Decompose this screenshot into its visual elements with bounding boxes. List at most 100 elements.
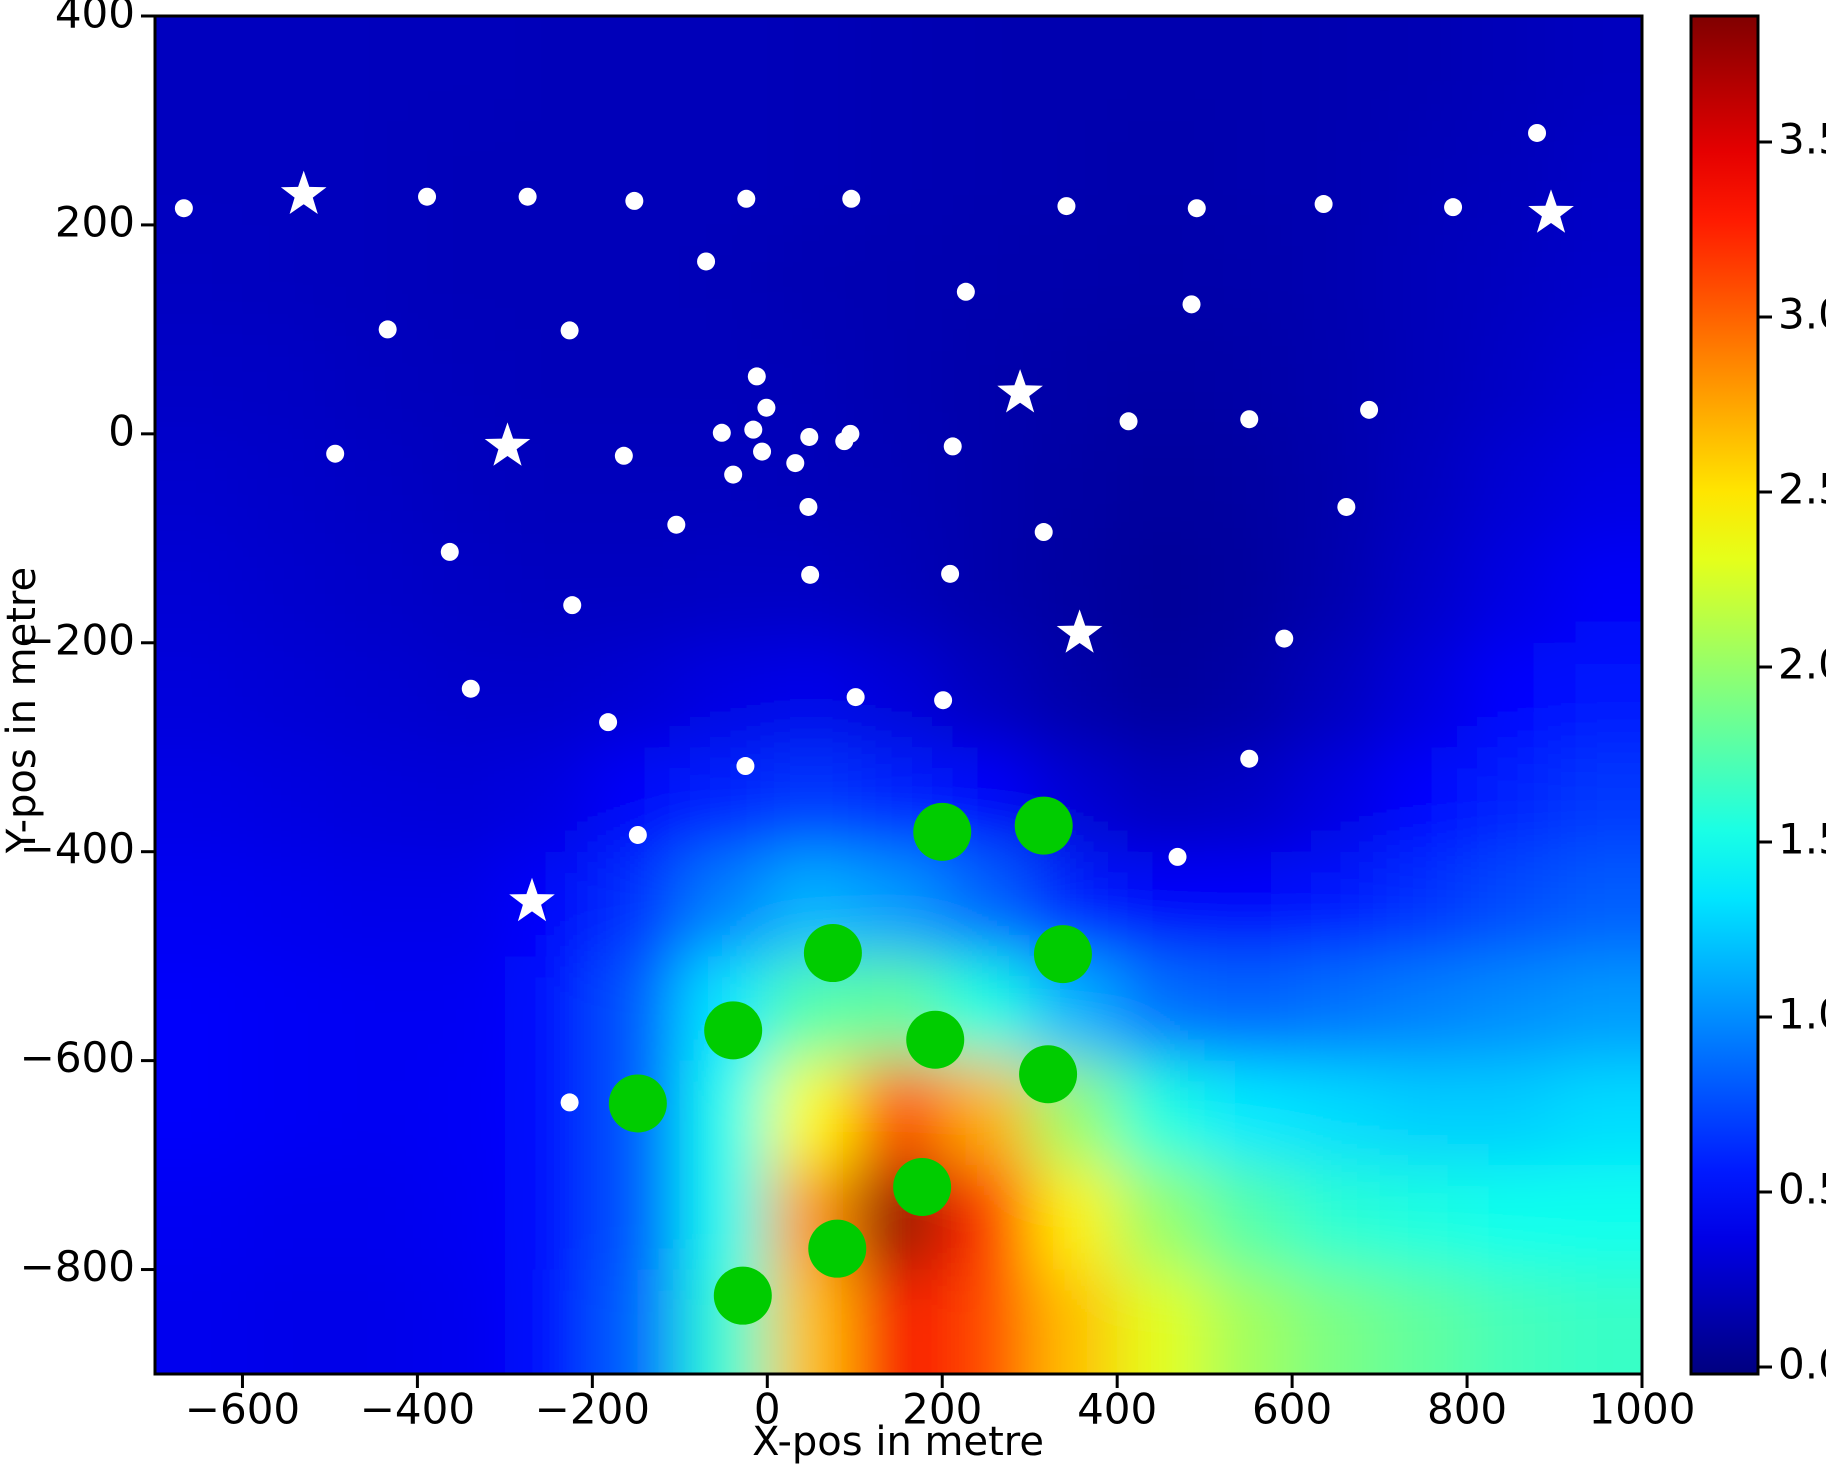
x-tick-label: 800 (1427, 1385, 1507, 1434)
circle-marker (757, 398, 776, 417)
heatmap-cell (854, 538, 944, 644)
heatmap-cell (329, 120, 419, 226)
x-tick-label: 400 (1077, 1385, 1157, 1434)
circle-marker (326, 444, 345, 463)
heatmap-cell (1117, 747, 1206, 853)
colorbar-tick-label: 3.5 (1778, 115, 1826, 164)
circle-marker (1240, 749, 1259, 768)
y-tick-label: 400 (55, 0, 135, 38)
heatmap-cell (242, 120, 331, 226)
heatmap-cell (242, 329, 331, 435)
heatmap-cell (1029, 329, 1119, 435)
heatmap-cell (329, 224, 419, 331)
heatmap-cell (1117, 433, 1206, 540)
y-tick-label: 200 (55, 197, 135, 246)
circle-marker (599, 713, 618, 732)
circle-marker (737, 189, 756, 208)
heatmap-cell (1117, 1165, 1206, 1271)
circle-marker (941, 564, 960, 583)
heatmap-cell (767, 747, 856, 853)
heatmap-cell (242, 1165, 331, 1271)
heatmap-cell (1292, 1165, 1381, 1271)
heatmap-cell (242, 642, 331, 749)
heatmap-cell (417, 224, 506, 331)
heatmap-cell (1379, 747, 1469, 853)
heatmap-cell (1467, 433, 1556, 540)
heatmap-cell (1117, 851, 1206, 958)
heatmap-cell (417, 642, 506, 749)
y-tick-label: −400 (20, 824, 135, 873)
heatmap-cell (767, 642, 856, 749)
circle-marker (1187, 199, 1206, 218)
heatmap-cell (942, 120, 1031, 226)
circle-marker (518, 187, 537, 206)
circle-marker (906, 1010, 965, 1069)
heatmap-cell (329, 16, 419, 122)
heatmap-cell (1117, 956, 1206, 1062)
heatmap-cell (242, 747, 331, 853)
circle-marker (799, 497, 818, 516)
heatmap-cell (155, 642, 244, 749)
heatmap-cell (1554, 16, 1642, 122)
circle-marker (736, 757, 755, 776)
heatmap-cell (1204, 642, 1294, 749)
heatmap-cell (854, 16, 944, 122)
heatmap-cell (592, 16, 681, 122)
heatmap-cell (767, 329, 856, 435)
star-marker (484, 422, 531, 466)
heatmap-cell (1204, 851, 1294, 958)
colorbar-tick-label: 3.0 (1778, 290, 1826, 339)
heatmap-cell (1467, 1060, 1556, 1167)
heatmap-cell (1117, 16, 1206, 122)
circle-marker (1240, 410, 1259, 429)
heatmap-cell (1554, 1269, 1642, 1374)
heatmap-cell (1379, 851, 1469, 958)
heatmap-cell (854, 1269, 944, 1374)
heatmap-cell (242, 1060, 331, 1167)
heatmap-cell (417, 1165, 506, 1271)
heatmap-cell (1029, 1165, 1119, 1271)
circle-marker (174, 199, 193, 218)
circle-marker (608, 1074, 667, 1133)
circle-marker (934, 691, 953, 710)
heatmap-cell (1467, 642, 1556, 749)
heatmap-cell (1292, 120, 1381, 226)
heatmap-cell (942, 538, 1031, 644)
heatmap-cell (942, 1269, 1031, 1374)
heatmap-cell (1554, 642, 1642, 749)
heatmap-cell (1379, 433, 1469, 540)
heatmap-cell (242, 16, 331, 122)
heatmap-cell (1204, 224, 1294, 331)
heatmap-cell (1554, 224, 1642, 331)
heatmap-cell (854, 224, 944, 331)
heatmap-cell (1379, 956, 1469, 1062)
circle-marker (893, 1158, 952, 1217)
heatmap-cell (155, 329, 244, 435)
star-marker (280, 170, 327, 214)
circle-marker (418, 187, 437, 206)
heatmap-cell (592, 642, 681, 749)
heatmap-cell (1117, 224, 1206, 331)
heatmap-cell (1467, 224, 1556, 331)
circle-marker (704, 1001, 763, 1060)
heatmap-cell (1292, 956, 1381, 1062)
heatmap-cell (767, 433, 856, 540)
heatmap-cell (1292, 538, 1381, 644)
heatmap-cell (417, 120, 506, 226)
heatmap-cell (329, 1269, 419, 1374)
heatmap-cell (854, 120, 944, 226)
heatmap-cell (329, 1165, 419, 1271)
heatmap-cell (767, 120, 856, 226)
heatmap-cell (592, 851, 681, 958)
y-tick-label: −200 (20, 615, 135, 664)
heatmap-cell (592, 329, 681, 435)
heatmap-cell (417, 16, 506, 122)
heatmap-cell (417, 956, 506, 1062)
heatmap-cell (1292, 1060, 1381, 1167)
heatmap-cell (1117, 1060, 1206, 1167)
heatmap-cell (1204, 956, 1294, 1062)
y-tick-label: 0 (108, 406, 135, 455)
circle-marker (1182, 295, 1201, 314)
star-marker (509, 877, 555, 922)
heatmap-cell (155, 538, 244, 644)
